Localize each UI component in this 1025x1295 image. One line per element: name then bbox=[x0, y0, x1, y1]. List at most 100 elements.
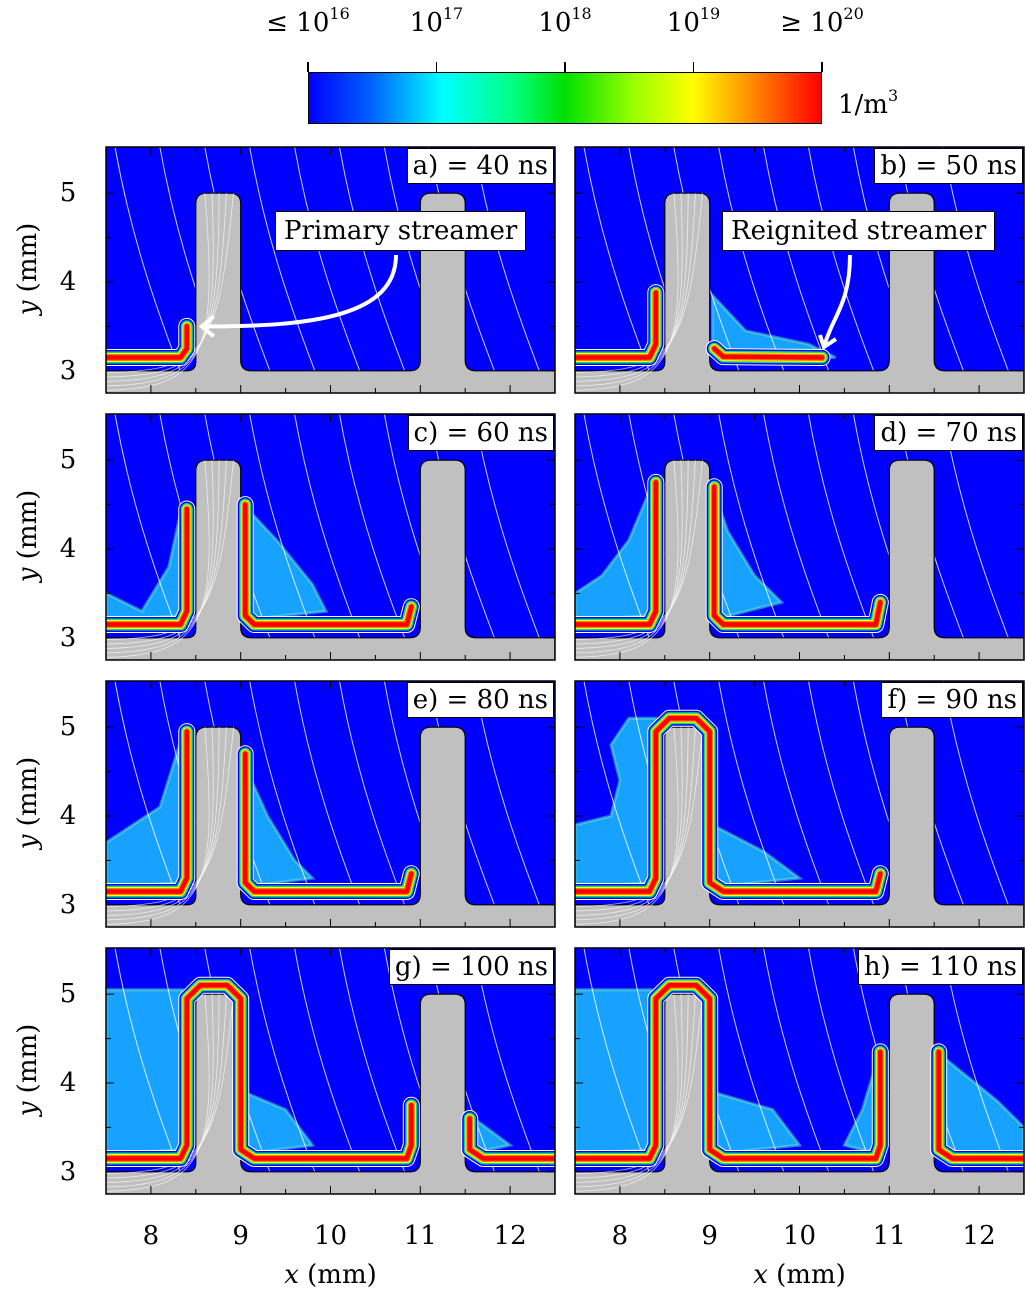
diffuse-ionization-region bbox=[106, 736, 183, 887]
x-axis-unit: (mm) bbox=[767, 1260, 846, 1290]
y-axis-unit: (mm) bbox=[13, 756, 43, 835]
unit-exponent: 3 bbox=[887, 86, 899, 105]
annotation-arrow bbox=[201, 254, 398, 329]
diffuse-ionization-region bbox=[712, 295, 836, 358]
streamer-channel bbox=[705, 478, 889, 633]
tick-base: ≥ 10 bbox=[780, 8, 844, 38]
x-axis-var: x bbox=[284, 1260, 299, 1290]
colorbar-tick bbox=[564, 62, 566, 72]
streamer-channel bbox=[106, 317, 196, 366]
x-tick-label: 9 bbox=[701, 1221, 718, 1251]
annotation-label: Primary streamer bbox=[275, 211, 527, 251]
diffuse-ionization-region bbox=[243, 1091, 313, 1154]
tick-base: 10 bbox=[409, 8, 443, 38]
streamer-channel bbox=[575, 284, 665, 366]
streamer-channel bbox=[106, 976, 420, 1167]
x-tick-label: 10 bbox=[782, 1221, 817, 1251]
colorbar-tick-label: ≤ 1016 bbox=[266, 4, 350, 38]
panel-time-label: h) = 110 ns bbox=[857, 949, 1023, 985]
y-axis-label: y (mm) bbox=[13, 753, 43, 853]
colorbar-unit: 1/m3 bbox=[838, 86, 898, 120]
field-line bbox=[807, 147, 881, 389]
x-tick-label: 11 bbox=[872, 1221, 906, 1251]
colorbar-tick-label: 1019 bbox=[667, 4, 720, 38]
y-tick-label: 3 bbox=[59, 1156, 77, 1187]
field-line bbox=[249, 147, 322, 389]
unit-text: 1/m bbox=[838, 90, 888, 120]
panel-c bbox=[105, 413, 556, 661]
annotation-label: Reignited streamer bbox=[722, 211, 996, 251]
field-line bbox=[106, 460, 234, 640]
field-line bbox=[575, 994, 703, 1174]
y-tick-label: 3 bbox=[59, 355, 77, 386]
field-line bbox=[106, 994, 234, 1174]
diffuse-ionization-region bbox=[575, 486, 652, 620]
field-line bbox=[106, 193, 234, 373]
y-axis-var: y bbox=[13, 300, 43, 316]
arrowhead-icon bbox=[818, 334, 838, 351]
y-axis-var: y bbox=[13, 567, 43, 583]
x-axis-label: x (mm) bbox=[753, 1260, 846, 1290]
y-tick-label: 3 bbox=[59, 622, 77, 653]
x-axis-unit: (mm) bbox=[298, 1260, 377, 1290]
panel-time-label: a) = 40 ns bbox=[406, 148, 554, 184]
streamer-channel bbox=[236, 745, 420, 900]
y-tick-label: 4 bbox=[59, 266, 77, 297]
colorbar-tick-label: 1018 bbox=[538, 4, 591, 38]
x-tick-label: 9 bbox=[232, 1221, 249, 1251]
streamer-channel bbox=[575, 709, 889, 900]
panel-time-label: f) = 90 ns bbox=[881, 682, 1023, 718]
field-line bbox=[338, 147, 412, 389]
streamer-channel bbox=[106, 723, 196, 900]
tick-exponent: 16 bbox=[329, 4, 350, 23]
x-tick-label: 11 bbox=[403, 1221, 437, 1251]
streamer-channel bbox=[575, 473, 665, 633]
diffuse-ionization-region bbox=[467, 1114, 511, 1154]
y-axis-label: y (mm) bbox=[13, 486, 43, 586]
field-line bbox=[575, 193, 703, 373]
streamer-channel bbox=[575, 976, 889, 1167]
x-tick-label: 8 bbox=[142, 1221, 160, 1251]
streamer-channel bbox=[236, 496, 420, 633]
streamer-channel bbox=[705, 340, 831, 366]
panel-time-label: d) = 70 ns bbox=[874, 415, 1023, 451]
y-tick-label: 4 bbox=[59, 1067, 77, 1098]
colorbar-tick-label: 1017 bbox=[410, 4, 463, 38]
panel-time-label: e) = 80 ns bbox=[406, 682, 554, 718]
diffuse-ionization-region bbox=[106, 989, 183, 1154]
y-tick-label: 3 bbox=[59, 889, 77, 920]
tick-exponent: 20 bbox=[843, 4, 864, 23]
y-axis-unit: (mm) bbox=[13, 222, 43, 301]
y-axis-unit: (mm) bbox=[13, 489, 43, 568]
y-axis-label: y (mm) bbox=[13, 1020, 43, 1120]
y-axis-unit: (mm) bbox=[13, 1023, 43, 1102]
x-tick-label: 10 bbox=[313, 1221, 348, 1251]
y-tick-label: 5 bbox=[59, 712, 77, 743]
y-tick-label: 5 bbox=[59, 445, 77, 476]
field-line bbox=[294, 147, 367, 389]
y-tick-label: 4 bbox=[59, 800, 77, 831]
x-axis-var: x bbox=[753, 1260, 768, 1290]
tick-exponent: 17 bbox=[442, 4, 464, 23]
diffuse-ionization-region bbox=[243, 762, 313, 887]
tick-exponent: 19 bbox=[699, 4, 721, 23]
colorbar-tick bbox=[821, 62, 823, 72]
panel-time-label: b) = 50 ns bbox=[874, 148, 1023, 184]
annotation-arrow bbox=[822, 254, 852, 348]
panel-d bbox=[574, 413, 1025, 661]
diffuse-ionization-region bbox=[575, 989, 652, 1154]
panel-f bbox=[574, 680, 1025, 928]
y-tick-label: 5 bbox=[59, 979, 77, 1010]
streamer-channel bbox=[461, 1110, 555, 1167]
tick-base: 10 bbox=[538, 8, 572, 38]
colorbar-tick-label: ≥ 1020 bbox=[780, 4, 864, 38]
y-tick-label: 4 bbox=[59, 533, 77, 564]
tick-base: ≤ 10 bbox=[266, 8, 330, 38]
panel-h bbox=[574, 947, 1025, 1195]
panel-time-label: g) = 100 ns bbox=[388, 949, 554, 985]
field-line bbox=[575, 727, 703, 907]
y-axis-var: y bbox=[13, 834, 43, 850]
colorbar-tick bbox=[692, 62, 695, 72]
panel-time-label: c) = 60 ns bbox=[407, 415, 554, 451]
streamer-channel bbox=[106, 500, 196, 633]
